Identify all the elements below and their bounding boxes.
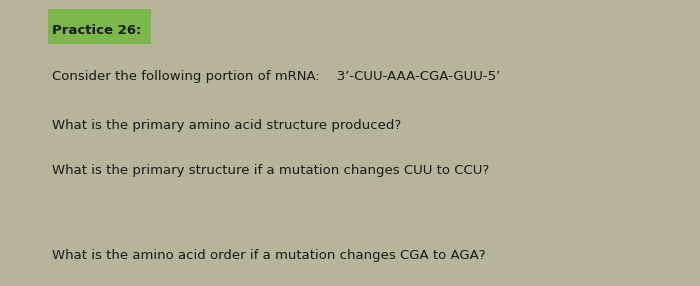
FancyBboxPatch shape — [48, 9, 151, 44]
Text: Practice 26:: Practice 26: — [52, 24, 142, 37]
Text: Consider the following portion of mRNA:    3’-CUU-AAA-CGA-GUU-5’: Consider the following portion of mRNA: … — [52, 70, 500, 83]
Text: What is the primary structure if a mutation changes CUU to CCU?: What is the primary structure if a mutat… — [52, 164, 490, 177]
Text: What is the amino acid order if a mutation changes CGA to AGA?: What is the amino acid order if a mutati… — [52, 249, 486, 262]
Text: What is the primary amino acid structure produced?: What is the primary amino acid structure… — [52, 119, 402, 132]
